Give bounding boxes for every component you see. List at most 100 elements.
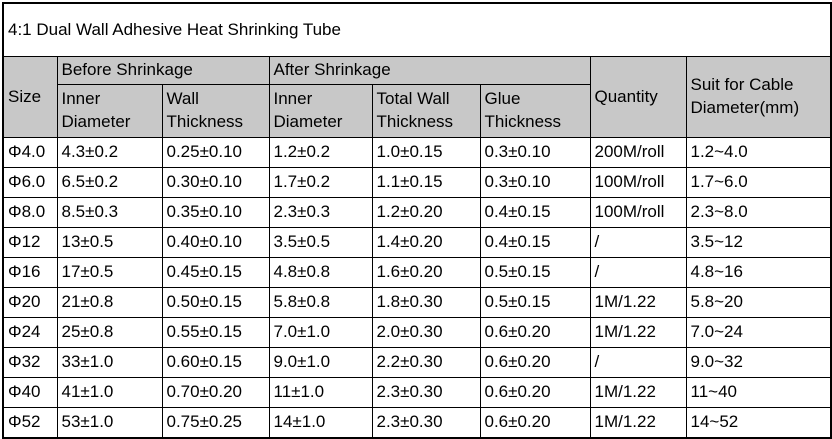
table-cell: 0.30±0.10: [161, 167, 270, 198]
table-cell: 2.2±0.30: [371, 347, 481, 378]
table-row: Φ12 13±0.5 0.40±0.10 3.5±0.5 1.4±0.20 0.4±0.1…: [2, 227, 832, 258]
table-cell: Φ12: [2, 227, 58, 258]
table-cell: 17±0.5: [56, 257, 163, 288]
table-cell: /: [589, 227, 687, 258]
table-cell: 100M/roll: [589, 167, 687, 198]
table-cell: 7.0~24: [685, 317, 832, 348]
table-cell: 0.70±0.20: [161, 377, 270, 408]
table-cell: 4.8±0.8: [268, 257, 373, 288]
table-cell: Φ6.0: [2, 167, 58, 198]
table-cell: 0.4±0.15: [479, 227, 591, 258]
table-cell: 0.6±0.20: [479, 347, 591, 378]
col-header-after-glue-thickness: Glue Thickness: [479, 84, 591, 138]
table-cell: 0.3±0.10: [479, 167, 591, 198]
table-cell: /: [589, 257, 687, 288]
col-header-size: Size: [2, 56, 58, 138]
table-cell: Φ20: [2, 287, 58, 318]
table-cell: 11±1.0: [268, 377, 373, 408]
table-cell: 0.25±0.10: [161, 137, 270, 168]
table-cell: Φ40: [2, 377, 58, 408]
table-cell: 0.5±0.15: [479, 257, 591, 288]
title-row: 4:1 Dual Wall Adhesive Heat Shrinking Tu…: [2, 2, 832, 57]
table-cell: 1.4±0.20: [371, 227, 481, 258]
table-cell: 0.5±0.15: [479, 287, 591, 318]
table-cell: 3.5±0.5: [268, 227, 373, 258]
table-cell: 0.75±0.25: [161, 407, 270, 439]
table-cell: 5.8~20: [685, 287, 832, 318]
table-row: Φ52 53±1.0 0.75±0.25 14±1.0 2.3±0.30 0.6±0.20…: [2, 407, 832, 439]
col-header-after-total-wall-thickness: Total Wall Thickness: [371, 84, 481, 138]
table-cell: 1M/1.22: [589, 317, 687, 348]
table-row: Φ16 17±0.5 0.45±0.15 4.8±0.8 1.6±0.20 0.5±0.1…: [2, 257, 832, 288]
table-body: Φ4.0 4.3±0.2 0.25±0.10 1.2±0.2 1.0±0.15 0.3±0…: [2, 137, 832, 439]
table-cell: 7.0±1.0: [268, 317, 373, 348]
table-cell: 0.60±0.15: [161, 347, 270, 378]
table-row: Φ4.0 4.3±0.2 0.25±0.10 1.2±0.2 1.0±0.15 0.3±0…: [2, 137, 832, 168]
table-cell: 9.0~32: [685, 347, 832, 378]
table-row: Φ8.0 8.5±0.3 0.35±0.10 2.3±0.3 1.2±0.20 0.4±0…: [2, 197, 832, 228]
table-cell: 1.2~4.0: [685, 137, 832, 168]
table-row: Φ32 33±1.0 0.60±0.15 9.0±1.0 2.2±0.30 0.6±0.2…: [2, 347, 832, 378]
table-cell: 4.8~16: [685, 257, 832, 288]
table-cell: 1.6±0.20: [371, 257, 481, 288]
table-cell: 11~40: [685, 377, 832, 408]
table-cell: 2.3~8.0: [685, 197, 832, 228]
table-cell: 0.4±0.15: [479, 197, 591, 228]
table-cell: 3.5~12: [685, 227, 832, 258]
table-cell: 0.45±0.15: [161, 257, 270, 288]
table-row: Φ20 21±0.8 0.50±0.15 5.8±0.8 1.8±0.30 0.5±0.1…: [2, 287, 832, 318]
table-cell: 1.7~6.0: [685, 167, 832, 198]
col-group-before-shrinkage: Before Shrinkage: [56, 56, 270, 85]
table-cell: Φ4.0: [2, 137, 58, 168]
col-header-suit-cable-diameter: Suit for Cable Diameter(mm): [685, 56, 832, 138]
table-row: Φ40 41±1.0 0.70±0.20 11±1.0 2.3±0.30 0.6±0.20…: [2, 377, 832, 408]
table-cell: 14±1.0: [268, 407, 373, 439]
table-cell: 1.1±0.15: [371, 167, 481, 198]
table-cell: 0.50±0.15: [161, 287, 270, 318]
table-cell: 1.7±0.2: [268, 167, 373, 198]
table-cell: 0.40±0.10: [161, 227, 270, 258]
table-cell: 1M/1.22: [589, 287, 687, 318]
table-cell: 25±0.8: [56, 317, 163, 348]
page-title: 4:1 Dual Wall Adhesive Heat Shrinking Tu…: [2, 2, 832, 57]
table-cell: 1.2±0.20: [371, 197, 481, 228]
table-cell: 9.0±1.0: [268, 347, 373, 378]
table-cell: 0.6±0.20: [479, 317, 591, 348]
table-cell: 1M/1.22: [589, 407, 687, 439]
table-cell: Φ52: [2, 407, 58, 439]
table-cell: 2.3±0.30: [371, 377, 481, 408]
table-cell: Φ32: [2, 347, 58, 378]
col-header-after-inner-diameter: Inner Diameter: [268, 84, 373, 138]
table-cell: Φ16: [2, 257, 58, 288]
header-sub-row: Inner Diameter Wall Thickness Inner Diam…: [3, 84, 831, 138]
table-row: Φ24 25±0.8 0.55±0.15 7.0±1.0 2.0±0.30 0.6±0.2…: [2, 317, 832, 348]
col-header-before-inner-diameter: Inner Diameter: [56, 84, 163, 138]
table-cell: 8.5±0.3: [56, 197, 163, 228]
table-cell: 0.6±0.20: [479, 407, 591, 439]
table-cell: 200M/roll: [589, 137, 687, 168]
table-row: Φ6.0 6.5±0.2 0.30±0.10 1.7±0.2 1.1±0.15 0.3±0…: [2, 167, 832, 198]
table-cell: 4.3±0.2: [56, 137, 163, 168]
table-cell: 21±0.8: [56, 287, 163, 318]
table-cell: Φ8.0: [2, 197, 58, 228]
table-cell: 1.8±0.30: [371, 287, 481, 318]
table-cell: 1M/1.22: [589, 377, 687, 408]
table-cell: 0.35±0.10: [161, 197, 270, 228]
table-cell: 2.3±0.3: [268, 197, 373, 228]
table-cell: 53±1.0: [56, 407, 163, 439]
table-cell: 0.55±0.15: [161, 317, 270, 348]
table-cell: 1.0±0.15: [371, 137, 481, 168]
table-cell: 100M/roll: [589, 197, 687, 228]
table-cell: 33±1.0: [56, 347, 163, 378]
table-cell: 13±0.5: [56, 227, 163, 258]
col-header-quantity: Quantity: [589, 56, 687, 138]
table-cell: 0.6±0.20: [479, 377, 591, 408]
col-header-before-wall-thickness: Wall Thickness: [161, 84, 270, 138]
table-cell: 14~52: [685, 407, 832, 439]
table-cell: /: [589, 347, 687, 378]
col-group-after-shrinkage: After Shrinkage: [268, 56, 591, 85]
header-group-row: Size Before Shrinkage After Shrinkage Qu…: [2, 56, 832, 138]
table-cell: 41±1.0: [56, 377, 163, 408]
